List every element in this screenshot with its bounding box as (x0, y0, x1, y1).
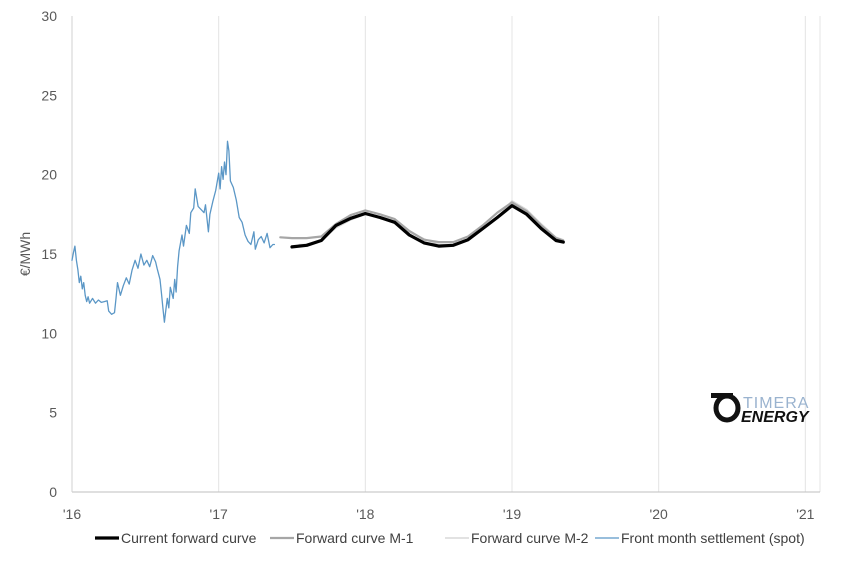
legend-label-2: Forward curve M-2 (471, 530, 589, 546)
series-line-3 (71, 140, 276, 323)
x-tick-label-3: '19 (503, 506, 521, 522)
series-lines (71, 140, 565, 323)
logo-text-bottom: ENERGY (741, 409, 810, 426)
y-tick-label-5: 25 (41, 87, 57, 103)
x-tick-label-5: '21 (796, 506, 814, 522)
legend-label-1: Forward curve M-1 (296, 530, 414, 546)
logo-text-top: TIMERA (743, 395, 809, 412)
y-axis-label: €/MWh (17, 232, 33, 276)
chart-axes (71, 16, 820, 493)
y-tick-label-3: 15 (41, 246, 57, 262)
legend: Current forward curve Forward curve M-1 Fo… (95, 530, 805, 546)
x-tick-label-1: '17 (210, 506, 228, 522)
y-tick-label-2: 10 (41, 325, 57, 341)
series-line-0 (290, 204, 565, 249)
timera-energy-logo: TIMERA ENERGY (711, 393, 810, 426)
legend-label-3: Front month settlement (spot) (621, 530, 805, 546)
x-tick-label-0: '16 (63, 506, 81, 522)
logo-mark-icon (711, 393, 741, 423)
y-axis-ticks: 0 5 10 15 20 25 30 (41, 8, 57, 500)
y-tick-label-6: 30 (41, 8, 57, 24)
y-tick-label-4: 20 (41, 167, 57, 183)
chart-grid (71, 16, 821, 492)
x-tick-label-2: '18 (356, 506, 374, 522)
x-axis-ticks: '16 '17 '18 '19 '20 '21 (63, 506, 815, 522)
x-tick-label-4: '20 (650, 506, 668, 522)
y-tick-label-0: 0 (49, 484, 57, 500)
series-line-1 (279, 201, 565, 244)
legend-label-0: Current forward curve (121, 530, 257, 546)
y-tick-label-1: 5 (49, 405, 57, 421)
